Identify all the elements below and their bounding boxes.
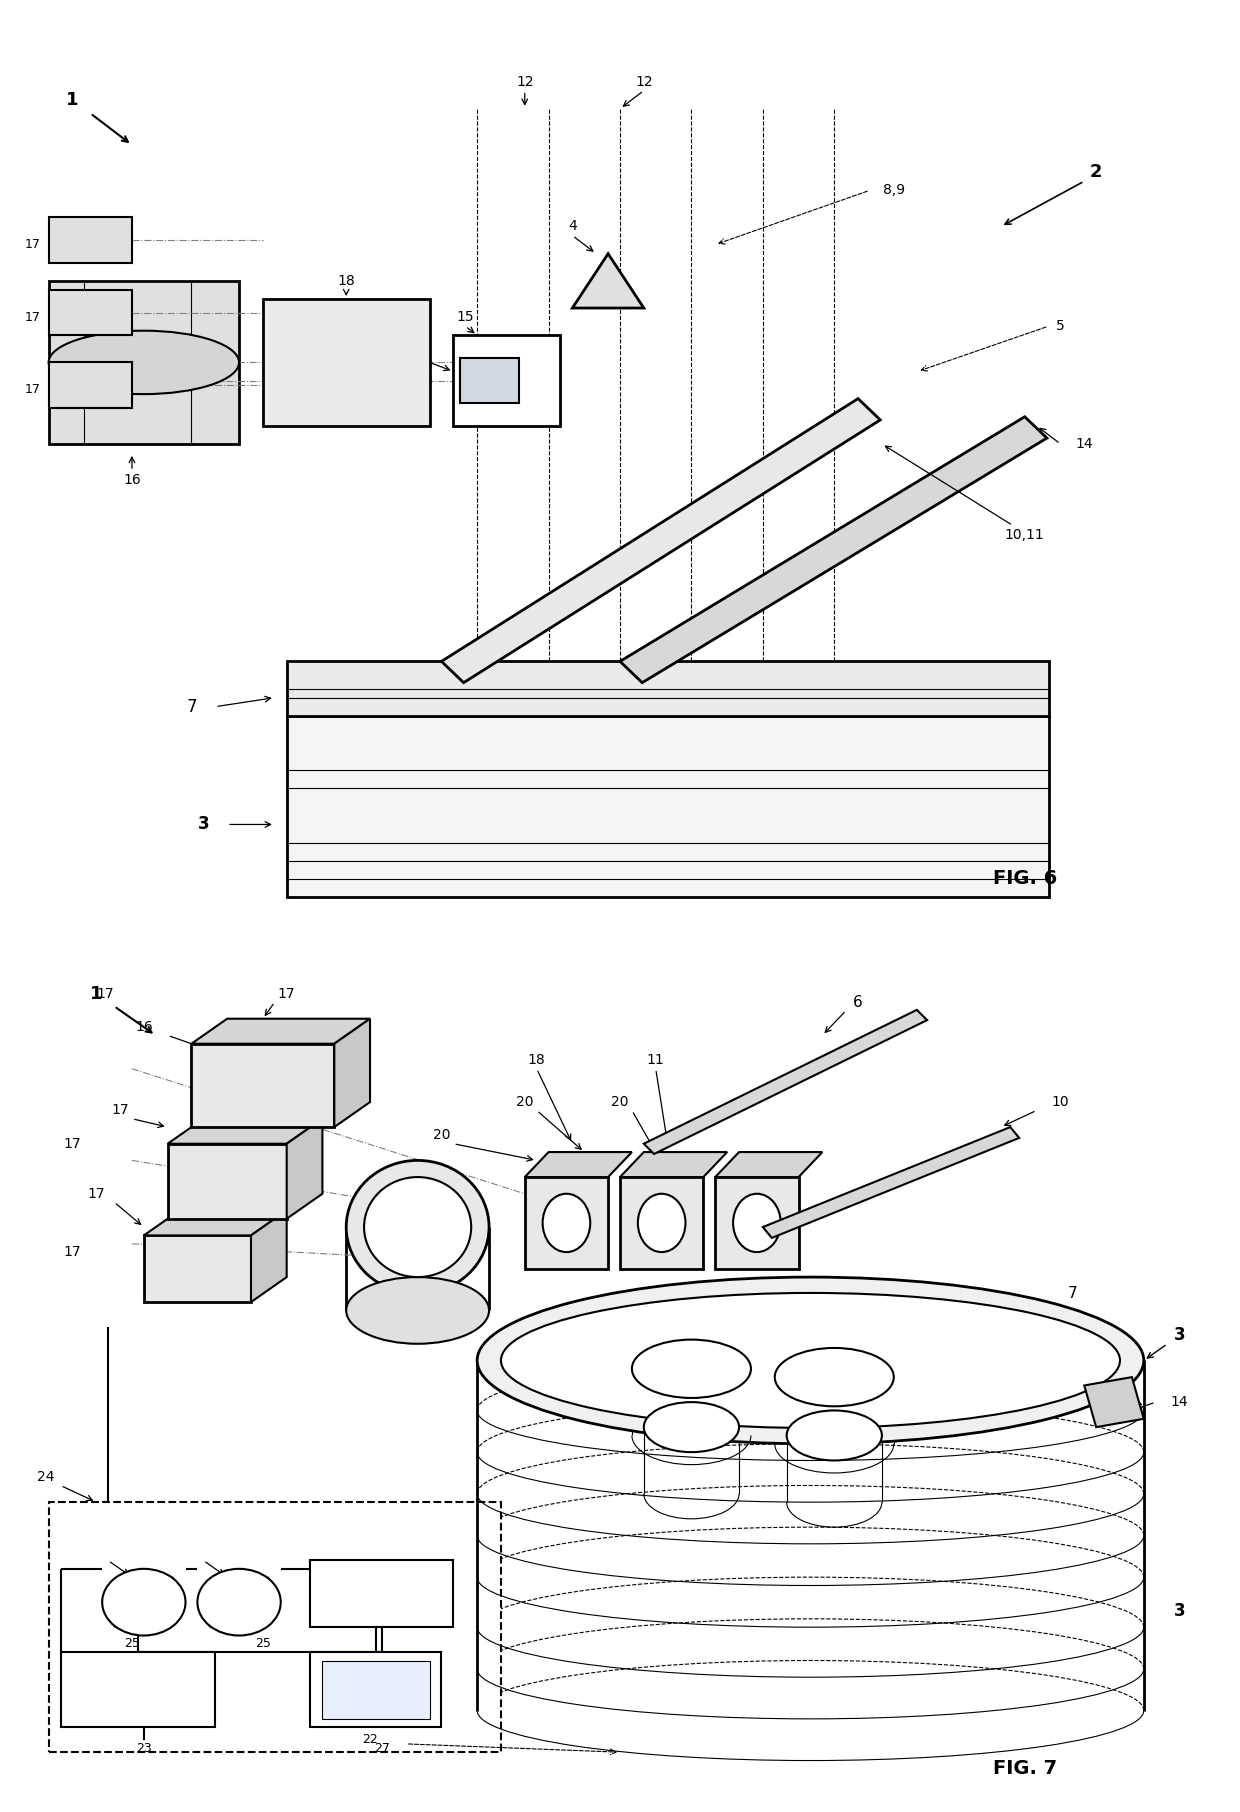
Text: 20: 20 — [516, 1094, 533, 1109]
Polygon shape — [620, 1152, 727, 1178]
Text: 21: 21 — [130, 1683, 146, 1696]
Bar — [715, 1178, 799, 1268]
Text: 3: 3 — [1174, 1602, 1185, 1620]
Text: 14: 14 — [1075, 437, 1094, 451]
Polygon shape — [250, 1210, 286, 1303]
Text: 19: 19 — [350, 1296, 367, 1308]
Text: 3: 3 — [1174, 1326, 1185, 1345]
Ellipse shape — [543, 1194, 590, 1252]
Ellipse shape — [48, 330, 239, 395]
Text: 18: 18 — [337, 274, 355, 288]
Bar — [191, 1044, 335, 1127]
Ellipse shape — [644, 1402, 739, 1451]
Text: 17: 17 — [25, 382, 41, 397]
Ellipse shape — [632, 1339, 751, 1399]
Bar — [48, 290, 131, 335]
Bar — [286, 661, 1049, 716]
Text: 20: 20 — [433, 1129, 450, 1142]
Ellipse shape — [501, 1294, 1120, 1428]
Bar — [525, 1178, 608, 1268]
Text: 17: 17 — [87, 1187, 105, 1201]
Bar — [454, 335, 560, 426]
Text: 3: 3 — [197, 815, 210, 834]
Text: 22: 22 — [362, 1734, 378, 1747]
Bar — [48, 1502, 501, 1752]
Text: 16: 16 — [123, 473, 141, 487]
Ellipse shape — [637, 1194, 686, 1252]
Ellipse shape — [477, 1277, 1143, 1444]
Ellipse shape — [346, 1277, 489, 1345]
Polygon shape — [644, 1009, 928, 1154]
Polygon shape — [573, 254, 644, 308]
Text: 11: 11 — [647, 1053, 665, 1067]
Text: 10: 10 — [1052, 1094, 1069, 1109]
Text: 7: 7 — [1068, 1287, 1078, 1301]
Text: 14: 14 — [1171, 1395, 1188, 1410]
Polygon shape — [620, 417, 1047, 683]
Text: 17: 17 — [278, 988, 295, 1000]
Polygon shape — [167, 1118, 322, 1143]
Text: 7: 7 — [186, 698, 197, 716]
Bar — [61, 1653, 216, 1727]
Text: FIG. 7: FIG. 7 — [993, 1759, 1056, 1778]
Ellipse shape — [197, 1569, 280, 1636]
Bar — [48, 362, 131, 408]
Polygon shape — [715, 1152, 822, 1178]
Text: 10,11: 10,11 — [1004, 527, 1044, 542]
Bar — [167, 1143, 286, 1219]
Bar — [310, 1653, 441, 1727]
Polygon shape — [335, 1018, 370, 1127]
Text: 1: 1 — [91, 984, 103, 1002]
Polygon shape — [441, 399, 880, 683]
Bar — [322, 1660, 429, 1720]
Text: 6: 6 — [853, 995, 863, 1009]
Text: 18: 18 — [528, 1053, 546, 1067]
Text: 1: 1 — [66, 91, 78, 109]
Bar — [263, 299, 429, 426]
Polygon shape — [763, 1127, 1019, 1238]
Text: 15: 15 — [456, 310, 474, 324]
Text: 25: 25 — [255, 1638, 270, 1651]
Text: FIG. 6: FIG. 6 — [992, 870, 1056, 888]
Text: 12: 12 — [516, 74, 533, 89]
Bar — [310, 1560, 454, 1627]
Text: 20: 20 — [611, 1094, 629, 1109]
Text: 4: 4 — [568, 219, 577, 234]
Bar — [48, 281, 239, 444]
Polygon shape — [191, 1018, 370, 1044]
Text: 24: 24 — [37, 1470, 55, 1484]
Text: 17: 17 — [25, 310, 41, 324]
Polygon shape — [1084, 1377, 1143, 1428]
Ellipse shape — [775, 1348, 894, 1406]
Bar — [144, 1236, 250, 1303]
Text: 12: 12 — [635, 74, 652, 89]
Polygon shape — [525, 1152, 632, 1178]
Text: 5: 5 — [1056, 319, 1065, 333]
Text: 16: 16 — [135, 1020, 153, 1035]
Text: 17: 17 — [112, 1104, 129, 1118]
Text: 25: 25 — [124, 1638, 140, 1651]
Text: 2: 2 — [1090, 163, 1102, 181]
Text: 17: 17 — [63, 1245, 82, 1259]
Text: 17: 17 — [63, 1136, 82, 1151]
Ellipse shape — [733, 1194, 781, 1252]
Polygon shape — [144, 1210, 286, 1236]
Ellipse shape — [365, 1178, 471, 1277]
Polygon shape — [460, 359, 518, 402]
Ellipse shape — [102, 1569, 186, 1636]
Ellipse shape — [346, 1160, 489, 1294]
Ellipse shape — [786, 1410, 882, 1460]
Bar — [286, 716, 1049, 897]
Text: 8,9: 8,9 — [883, 183, 905, 198]
Text: 27: 27 — [374, 1741, 389, 1754]
Text: 26: 26 — [374, 1587, 389, 1600]
Polygon shape — [286, 1118, 322, 1219]
Text: 17: 17 — [97, 988, 114, 1000]
Text: 6: 6 — [413, 355, 422, 370]
Bar — [620, 1178, 703, 1268]
Text: 23: 23 — [136, 1741, 151, 1754]
Text: 17: 17 — [25, 237, 41, 252]
Bar — [48, 217, 131, 263]
